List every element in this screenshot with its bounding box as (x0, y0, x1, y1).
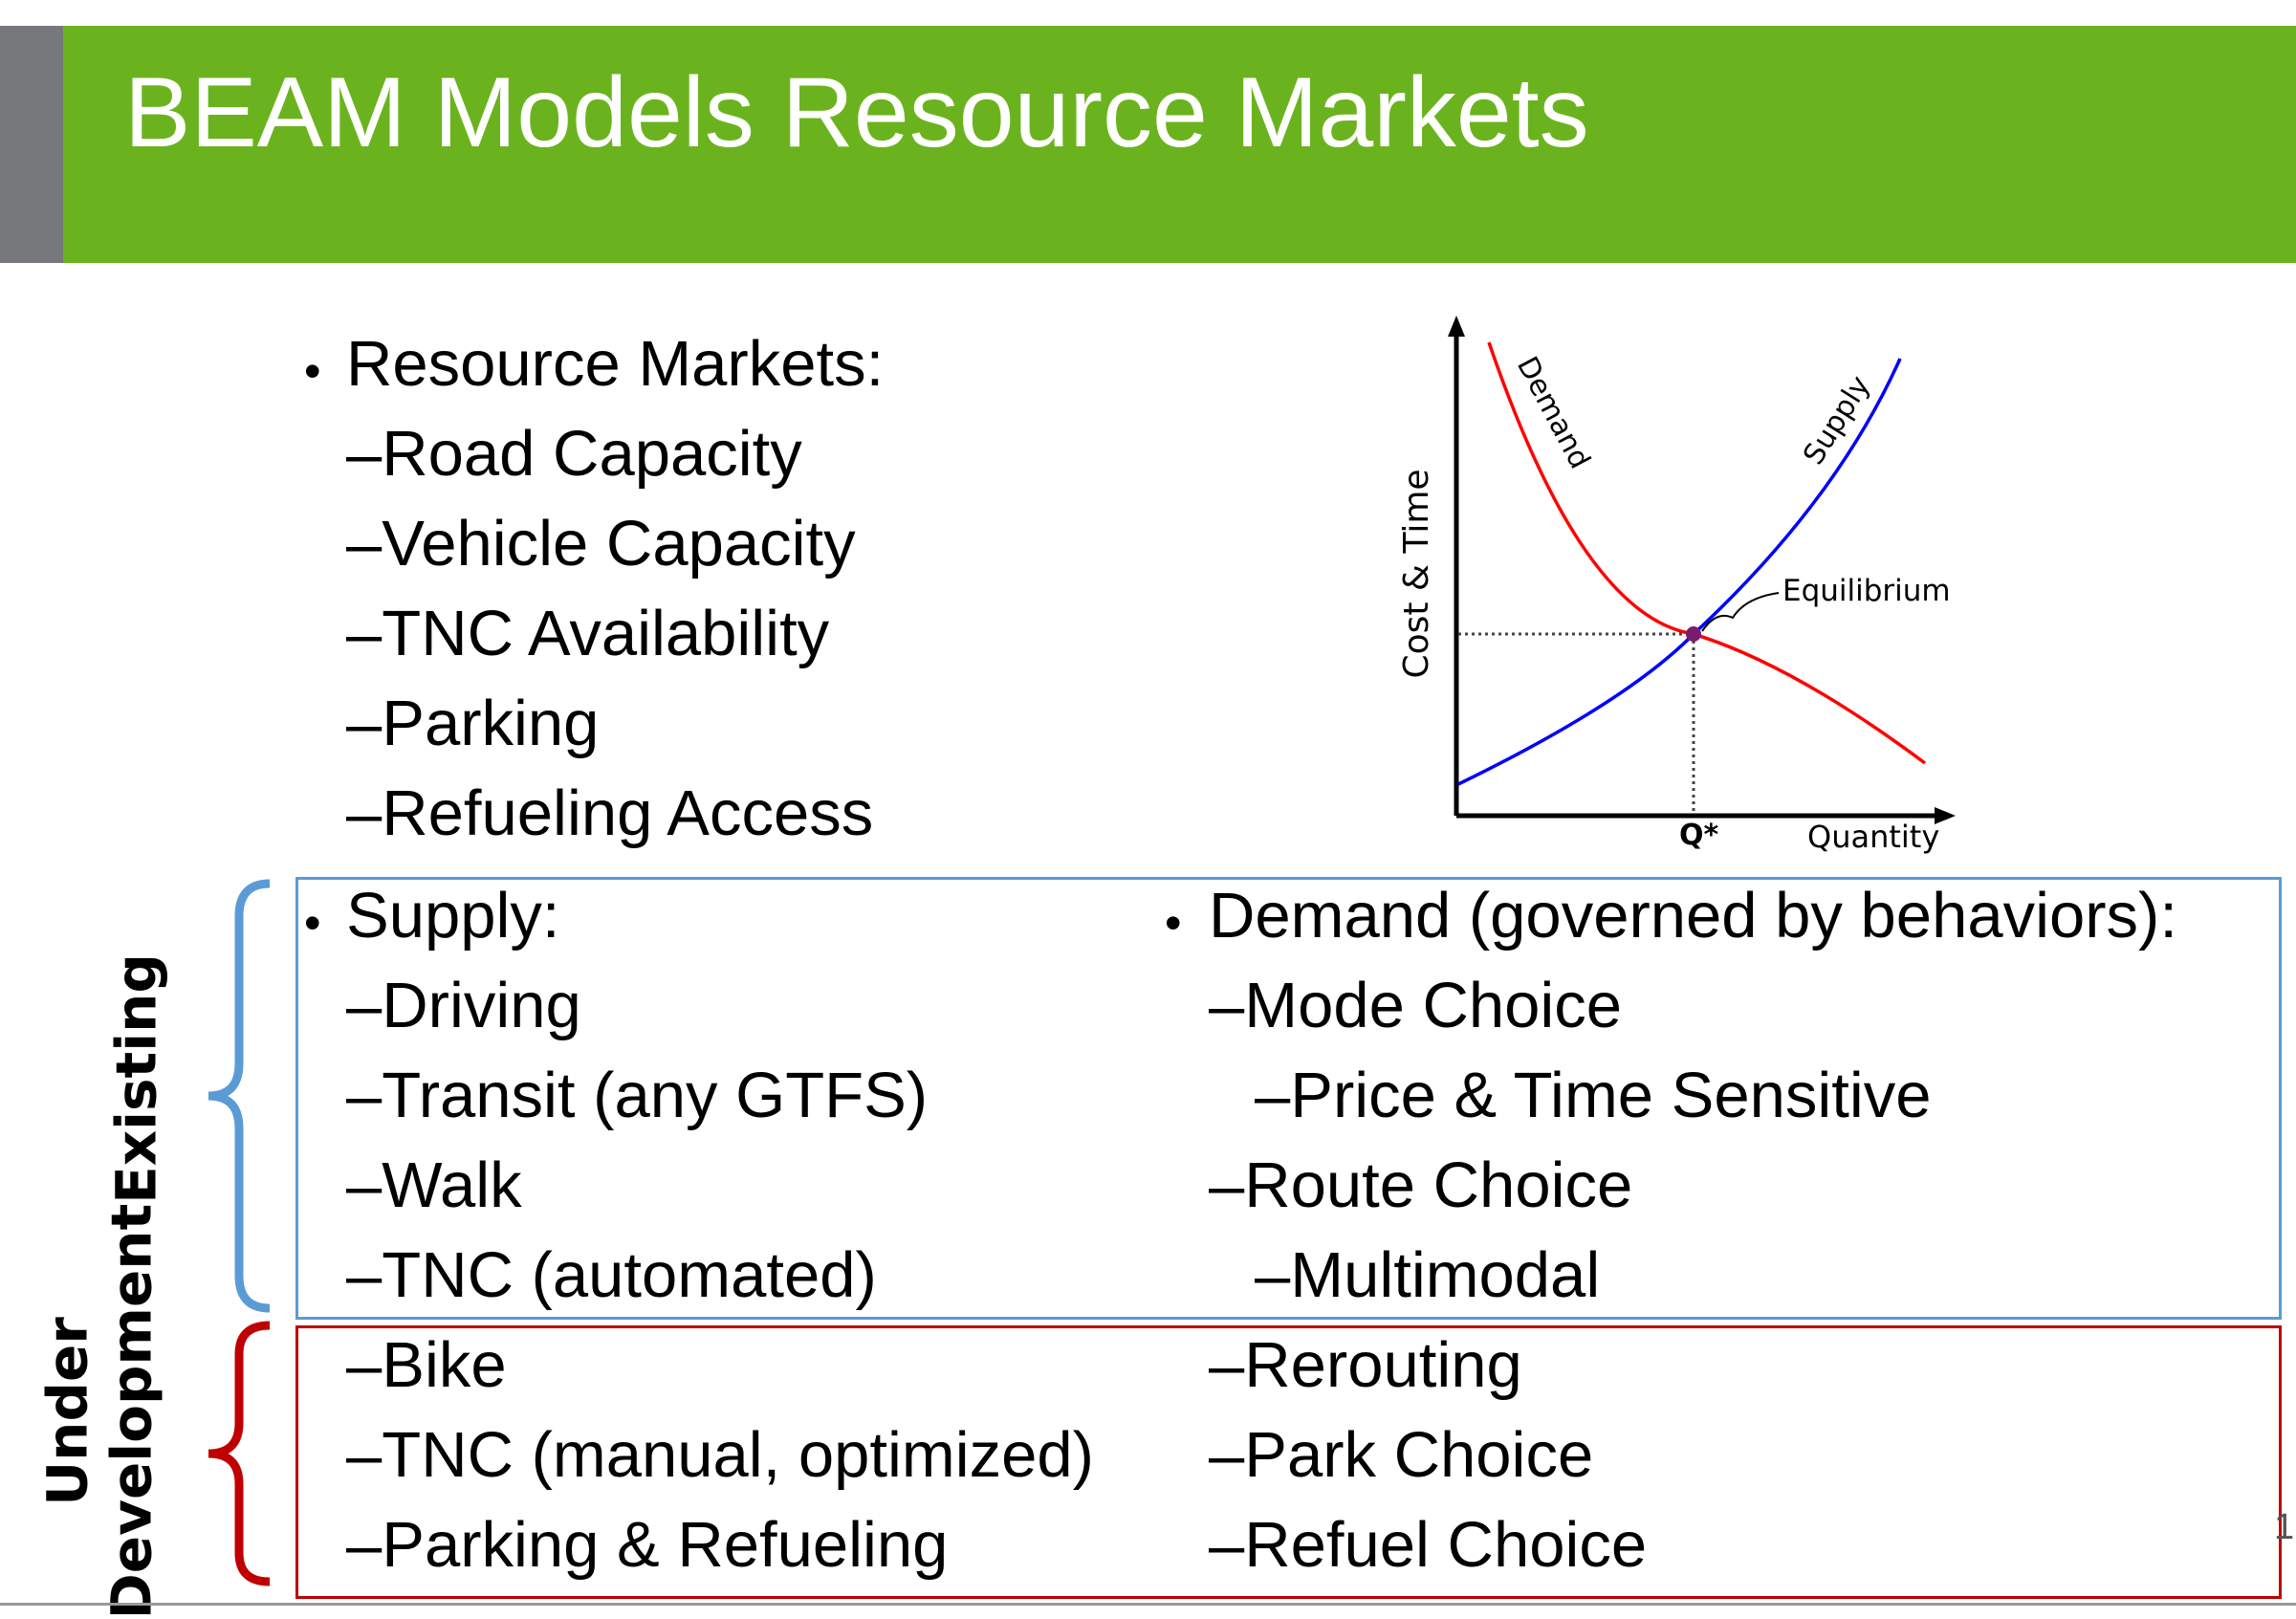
under-development-label: Under Development (34, 1203, 164, 1619)
demand-curve (1487, 341, 1927, 765)
equilibrium-pointer (1701, 592, 1780, 632)
supply-item: –Transit (any GTFS) (346, 1060, 929, 1131)
supply-dev-item: –TNC (manual, optimized) (346, 1419, 1094, 1491)
demand-item: –Route Choice (1209, 1149, 1633, 1221)
demand-item: –Mode Choice (1209, 970, 1623, 1041)
equilibrium-label: Equilibrium (1782, 574, 1951, 608)
resource-market-item: –Refueling Access (346, 777, 874, 849)
demand-dev-item: –Refuel Choice (1209, 1509, 1648, 1581)
demand-subitem: –Multimodal (1255, 1239, 1601, 1311)
supply-item: –Walk (346, 1149, 522, 1221)
x-axis-label: Quantity (1807, 819, 1939, 855)
existing-label: Existing (103, 953, 169, 1204)
supply-label: Supply (1797, 370, 1877, 470)
under-development-bracket (208, 1321, 271, 1586)
supply-item: –TNC (automated) (346, 1239, 877, 1311)
supply-item: –Driving (346, 970, 581, 1041)
supply-dev-item: –Parking & Refueling (346, 1509, 949, 1581)
resource-markets-heading: Resource Markets: (346, 328, 885, 400)
slide-title: BEAM Models Resource Markets (124, 57, 1589, 168)
q-star-label: Q* (1679, 819, 1719, 852)
resource-market-item: –TNC Availability (346, 598, 830, 669)
bullet-icon: • (304, 896, 321, 950)
graph-axes (1448, 316, 1956, 824)
title-banner (0, 26, 2296, 263)
bullet-icon: • (304, 344, 321, 398)
equilibrium-guide-lines (1458, 632, 1695, 813)
banner-accent-tab (0, 26, 63, 263)
under-development-box (295, 1325, 2282, 1599)
demand-subitem: –Price & Time Sensitive (1255, 1060, 1932, 1131)
page-number: 1 (2274, 1507, 2295, 1547)
resource-market-item: –Parking (346, 688, 600, 759)
supply-heading: Supply: (346, 880, 560, 952)
demand-dev-item: –Park Choice (1209, 1419, 1594, 1491)
resource-market-item: –Road Capacity (346, 418, 802, 490)
existing-box (295, 877, 2282, 1320)
bottom-rule (0, 1603, 2296, 1606)
equilibrium-point (1686, 626, 1701, 642)
bullet-icon: • (1165, 896, 1182, 950)
demand-heading: Demand (governed by behaviors): (1209, 880, 2177, 952)
y-axis-label: Cost & Time (1397, 469, 1436, 678)
resource-market-item: –Vehicle Capacity (346, 508, 856, 580)
existing-bracket (208, 879, 271, 1313)
demand-dev-item: –Rerouting (1209, 1329, 1522, 1401)
demand-label: Demand (1510, 351, 1597, 474)
supply-demand-graph: Demand Supply Equilibrium Cost & Time Qu… (1397, 316, 1956, 855)
supply-dev-item: –Bike (346, 1329, 507, 1401)
